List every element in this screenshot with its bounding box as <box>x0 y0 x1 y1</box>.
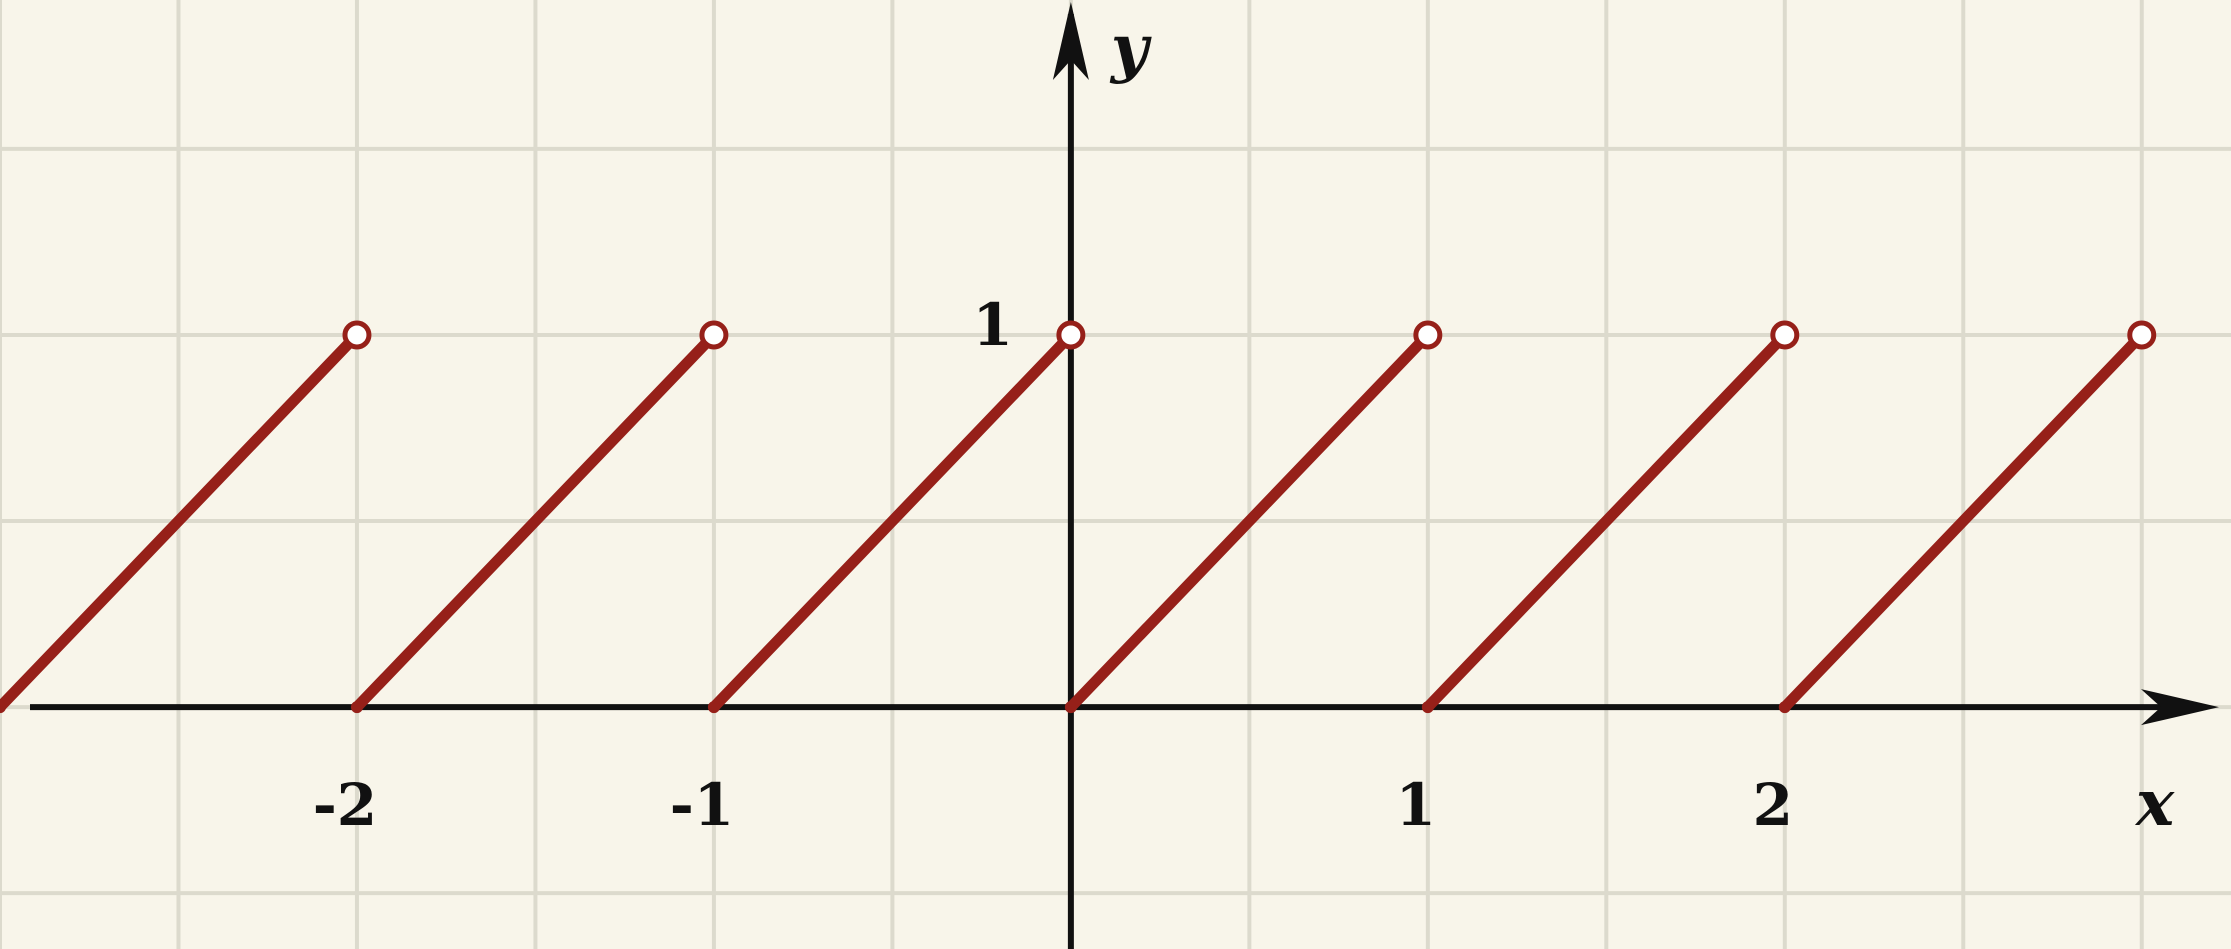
y-tick-label: 1 <box>973 291 1013 359</box>
x-tick-label: -1 <box>670 771 734 839</box>
sawtooth-segment <box>708 338 1069 713</box>
x-tick-label: 2 <box>1753 771 1793 839</box>
open-endpoint <box>699 320 729 350</box>
closed-endpoint <box>1064 701 1077 714</box>
closed-endpoint <box>0 701 6 714</box>
closed-endpoint <box>1421 701 1434 714</box>
sawtooth-segment <box>1422 338 1782 713</box>
y-axis-label: y <box>1109 11 1152 86</box>
axes <box>30 2 2219 949</box>
closed-endpoint <box>1778 701 1791 714</box>
closed-endpoint <box>707 701 720 714</box>
open-endpoint <box>2127 320 2157 350</box>
sawtooth-segment <box>351 338 712 713</box>
x-axis-label: x <box>2134 766 2175 841</box>
tick-labels: -2 -1 1 2 1 <box>313 291 1793 839</box>
sawtooth-segment <box>0 338 355 713</box>
y-axis-arrow-icon <box>1052 2 1089 80</box>
sawtooth-segment <box>1779 338 2139 713</box>
x-tick-label: -2 <box>313 771 377 839</box>
x-tick-label: 1 <box>1396 771 1436 839</box>
open-endpoint <box>1413 320 1443 350</box>
open-endpoint <box>1056 320 1086 350</box>
x-axis-arrow-icon <box>2141 689 2219 726</box>
closed-endpoint <box>350 701 363 714</box>
open-endpoint <box>1770 320 1800 350</box>
open-endpoint <box>342 320 372 350</box>
sawtooth-segment <box>1065 338 1426 713</box>
sawtooth-series <box>0 320 2157 714</box>
